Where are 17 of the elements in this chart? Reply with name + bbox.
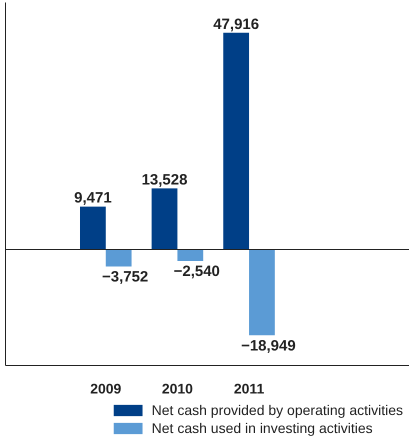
data-label: −2,540 bbox=[174, 263, 220, 280]
bar bbox=[223, 32, 250, 250]
bar bbox=[106, 250, 132, 266]
x-tick-label: 2011 bbox=[234, 380, 264, 396]
bar bbox=[249, 250, 275, 336]
data-label: −3,752 bbox=[102, 268, 148, 286]
bar bbox=[80, 206, 106, 250]
bar bbox=[177, 250, 204, 262]
data-label: 9,471 bbox=[74, 190, 112, 207]
legend-label: Net cash used in investing activities bbox=[152, 420, 373, 436]
bar bbox=[152, 188, 178, 250]
data-label: 47,916 bbox=[213, 16, 260, 33]
data-label: 13,528 bbox=[142, 171, 188, 188]
x-tick-label: 2009 bbox=[90, 380, 122, 396]
legend-label: Net cash provided by operating activities bbox=[152, 402, 403, 418]
data-label: −18,949 bbox=[241, 337, 296, 354]
x-tick-label: 2010 bbox=[162, 380, 194, 396]
